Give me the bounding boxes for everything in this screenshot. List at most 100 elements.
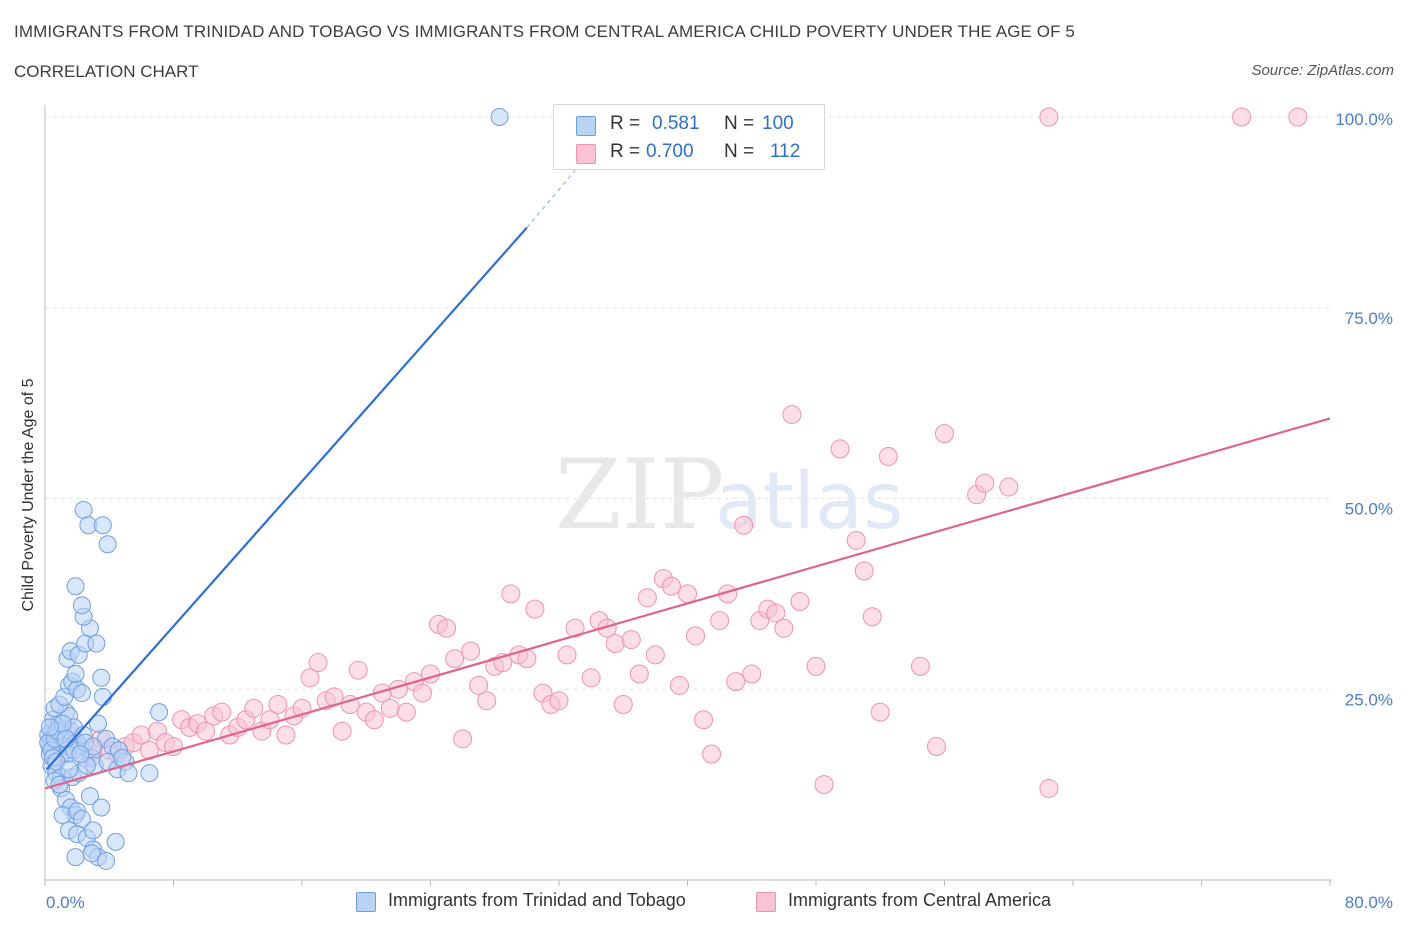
data-point-central-america <box>1232 107 1252 127</box>
data-point-central-america <box>525 599 545 619</box>
data-point-central-america <box>1288 107 1308 127</box>
bottom-legend-swatch-blue <box>356 892 376 912</box>
data-point-central-america <box>702 744 722 764</box>
x-tick-label-max: 80.0% <box>1345 893 1393 912</box>
data-point-trinidad <box>97 851 116 870</box>
data-point-central-america <box>268 695 288 715</box>
data-point-trinidad <box>106 832 125 851</box>
data-point-trinidad <box>66 664 85 683</box>
data-point-trinidad <box>56 729 75 748</box>
data-point-trinidad <box>92 798 111 817</box>
data-point-trinidad <box>74 500 93 519</box>
data-point-trinidad <box>87 634 106 653</box>
data-point-trinidad <box>80 787 99 806</box>
data-point-central-america <box>557 645 577 665</box>
y-tick-label: 50.0% <box>1345 500 1393 519</box>
correlation-legend: R = 0.581 N = 100 R = 0.700 N = 112 <box>553 104 825 170</box>
data-point-central-america <box>276 725 296 745</box>
legend-n-label: N = <box>724 141 755 162</box>
watermark-zip: ZIP <box>555 439 724 551</box>
data-point-trinidad <box>72 684 91 703</box>
data-point-central-america <box>364 710 384 730</box>
data-point-central-america <box>975 473 995 493</box>
data-point-central-america <box>461 641 481 661</box>
data-point-central-america <box>453 729 473 749</box>
data-point-central-america <box>308 653 328 673</box>
data-point-central-america <box>999 477 1019 497</box>
trendline-central-america <box>44 417 1331 790</box>
tick-labels: 25.0% 50.0% 75.0% 100.0% 0.0% 80.0% <box>46 110 1393 912</box>
data-point-central-america <box>581 668 601 688</box>
data-point-central-america <box>380 698 400 718</box>
data-point-central-america <box>469 675 489 695</box>
data-point-central-america <box>637 588 657 608</box>
data-point-central-america <box>694 710 714 730</box>
data-point-trinidad <box>40 718 59 737</box>
legend-n-value-b: 112 <box>770 141 801 162</box>
data-point-central-america <box>396 702 416 722</box>
data-point-central-america <box>926 736 946 756</box>
legend-r-value-a: 0.581 <box>652 113 700 134</box>
data-point-central-america <box>605 633 625 653</box>
data-point-central-america <box>726 672 746 692</box>
data-point-central-america <box>774 618 794 638</box>
data-point-central-america <box>678 584 697 604</box>
data-point-trinidad <box>82 844 101 863</box>
trendline-trinidad <box>45 226 528 771</box>
data-point-central-america <box>742 664 762 684</box>
y-axis-label: Child Poverty Under the Age of 5 <box>20 378 37 611</box>
trendlines <box>44 169 1331 790</box>
data-point-trinidad <box>140 764 159 783</box>
data-point-central-america <box>300 668 320 688</box>
data-point-central-america <box>935 424 954 444</box>
data-point-central-america <box>870 702 890 722</box>
data-point-trinidad <box>89 714 108 733</box>
data-point-central-america <box>645 645 665 665</box>
data-point-central-america <box>854 561 874 581</box>
data-point-trinidad <box>71 745 90 764</box>
data-point-central-america <box>244 698 264 718</box>
trendline-trinidad-extension <box>526 169 576 229</box>
data-point-trinidad <box>72 596 91 615</box>
series-trinidad-points <box>39 108 509 870</box>
data-point-central-america <box>661 576 681 596</box>
data-point-central-america <box>613 695 633 715</box>
data-point-trinidad <box>60 760 79 779</box>
data-point-trinidad <box>93 516 112 535</box>
data-point-central-america <box>501 584 521 604</box>
data-point-central-america <box>212 702 232 722</box>
x-tick-label-min: 0.0% <box>46 893 85 912</box>
data-point-trinidad <box>490 108 509 126</box>
data-point-trinidad <box>98 535 117 554</box>
data-point-central-america <box>669 675 689 695</box>
legend-swatch-blue <box>576 116 596 136</box>
legend-n-value-a: 100 <box>762 113 794 134</box>
data-point-central-america <box>477 691 497 711</box>
chart-subtitle: CORRELATION CHART <box>14 62 199 81</box>
data-point-central-america <box>806 656 826 676</box>
data-point-central-america <box>862 607 882 627</box>
y-tick-label: 25.0% <box>1345 690 1393 709</box>
data-point-trinidad <box>66 577 85 596</box>
data-point-trinidad <box>84 821 103 840</box>
data-point-central-america <box>332 721 352 741</box>
data-point-central-america <box>734 515 754 535</box>
chart-title: IMMIGRANTS FROM TRINIDAD AND TOBAGO VS I… <box>14 22 1075 41</box>
data-point-central-america <box>1039 107 1059 127</box>
data-point-central-america <box>445 649 465 669</box>
data-point-central-america <box>437 618 457 638</box>
legend-r-label: R = <box>610 113 641 134</box>
data-point-trinidad <box>92 668 111 687</box>
data-point-central-america <box>412 683 432 703</box>
y-tick-label: 75.0% <box>1345 309 1393 328</box>
data-point-central-america <box>878 447 898 467</box>
legend-swatch-pink <box>576 144 596 164</box>
bottom-legend-label-trinidad: Immigrants from Trinidad and Tobago <box>388 890 686 910</box>
legend-n-label: N = <box>724 113 755 134</box>
data-point-central-america <box>790 592 810 612</box>
data-point-central-america <box>782 405 802 425</box>
bottom-legend-label-central-america: Immigrants from Central America <box>788 890 1052 910</box>
y-tick-label: 100.0% <box>1335 110 1393 129</box>
bottom-legend-swatch-pink <box>756 892 776 912</box>
data-point-central-america <box>766 603 786 623</box>
